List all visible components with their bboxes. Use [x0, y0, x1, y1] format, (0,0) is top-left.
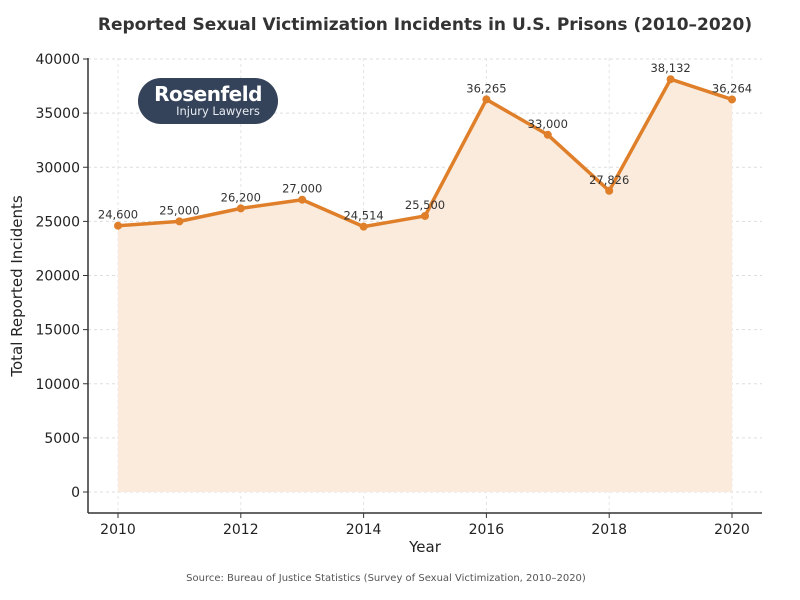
- data-label: 25,000: [159, 203, 199, 217]
- x-tick-label: 2016: [469, 522, 505, 538]
- y-tick-label: 15000: [35, 323, 80, 339]
- data-point: [298, 195, 307, 204]
- x-ticks: 2010 2012 2014 2016 2018 2020: [100, 513, 750, 538]
- data-label: 27,826: [589, 173, 629, 187]
- data-point: [666, 75, 675, 84]
- data-point: [236, 204, 245, 213]
- y-tick-label: 5000: [44, 431, 80, 447]
- data-point: [114, 221, 122, 230]
- data-point: [482, 95, 491, 104]
- source-note: Source: Bureau of Justice Statistics (Su…: [186, 573, 586, 584]
- logo-tagline: Injury Lawyers: [176, 104, 260, 118]
- y-tick-label: 10000: [35, 377, 80, 393]
- data-points: [114, 75, 736, 231]
- data-label: 33,000: [528, 117, 568, 131]
- y-tick-label: 30000: [35, 160, 80, 176]
- data-labels: 24,600 25,000 26,200 27,000 24,514 25,500 36,2…: [98, 61, 752, 222]
- data-label: 36,265: [466, 81, 506, 95]
- logo: Rosenfeld Injury Lawyers: [138, 78, 278, 124]
- x-tick-label: 2012: [223, 522, 259, 538]
- data-label: 36,264: [712, 81, 752, 95]
- y-ticks: 0 5000 10000 15000 20000 25000 30000 35000 40000: [35, 52, 88, 501]
- y-tick-label: 20000: [35, 269, 80, 285]
- data-point: [728, 95, 736, 104]
- y-tick-label: 35000: [35, 106, 80, 122]
- y-tick-label: 0: [71, 485, 80, 501]
- data-point: [175, 217, 184, 226]
- data-label: 24,600: [98, 208, 138, 222]
- y-axis-label: Total Reported Incidents: [8, 195, 26, 378]
- data-point: [359, 222, 368, 231]
- logo-name: Rosenfeld: [154, 82, 262, 106]
- x-tick-label: 2018: [591, 522, 627, 538]
- data-point: [543, 130, 552, 139]
- data-label: 25,500: [405, 198, 445, 212]
- x-tick-label: 2020: [714, 522, 750, 538]
- data-label: 26,200: [221, 190, 261, 204]
- x-tick-label: 2014: [346, 522, 382, 538]
- y-tick-label: 40000: [35, 52, 80, 68]
- data-label: 38,132: [650, 61, 690, 75]
- data-point: [421, 211, 429, 220]
- area-fill: [118, 79, 732, 492]
- data-label: 27,000: [282, 182, 322, 196]
- x-axis-label: Year: [408, 538, 442, 556]
- data-label: 24,514: [343, 209, 383, 223]
- data-point: [605, 186, 614, 195]
- x-tick-label: 2010: [100, 522, 136, 538]
- y-tick-label: 25000: [35, 214, 80, 230]
- chart-title: Reported Sexual Victimization Incidents …: [98, 15, 752, 35]
